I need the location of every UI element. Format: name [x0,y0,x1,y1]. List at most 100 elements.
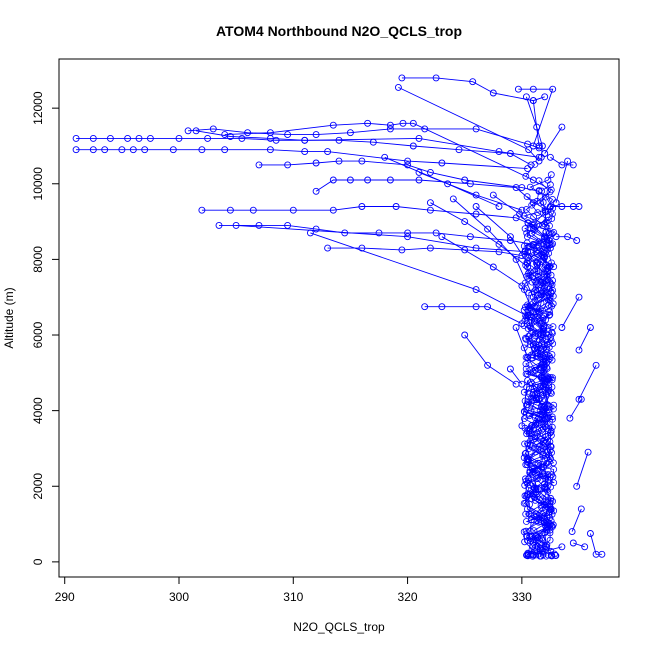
data-point [577,395,585,403]
core-point [522,360,530,368]
core-point [550,405,557,413]
data-point [489,89,497,97]
core-point [548,259,555,267]
data-point [226,206,234,214]
core-point [533,259,540,267]
data-point [394,83,402,91]
data-point [575,203,583,210]
data-point [518,380,526,388]
core-point [549,286,557,294]
y-tick-label: 6000 [31,321,45,348]
data-point [329,176,337,184]
series-line [224,122,534,181]
core-point [547,443,555,451]
data-point [541,150,549,157]
series-line [550,156,574,166]
core-point [522,353,530,361]
series-16 [421,303,526,328]
series-28 [541,123,566,157]
data-point [564,233,572,241]
core-point [526,469,534,477]
core-point [521,481,529,489]
core-point [546,529,554,537]
data-point [461,246,469,254]
core-point [549,323,557,331]
core-point [547,427,555,435]
data-point [489,263,497,271]
x-tick-label: 310 [283,590,303,604]
data-point [312,187,320,195]
series-line [578,327,591,351]
core-point [547,186,555,194]
core-point [520,407,528,415]
data-point [598,550,606,558]
core-point [524,401,531,409]
data-point [409,119,417,127]
data-point [392,203,400,210]
core-point [523,272,530,280]
series-line [188,128,540,149]
core-point [531,366,539,374]
data-point [506,233,514,241]
series-10 [312,176,537,207]
data-point [527,161,535,169]
data-point [375,229,383,237]
series-line [578,365,597,400]
x-tick-label: 330 [512,590,532,604]
series-line [453,198,534,298]
data-point [438,303,446,311]
data-point [358,244,366,252]
data-point [335,136,343,144]
data-point [524,165,532,173]
core-point [526,183,534,191]
series-line [589,533,602,555]
core-point [521,415,528,423]
core-point [533,267,541,275]
data-point [198,206,206,214]
core-point [526,337,534,345]
core-point [525,289,533,297]
series-line [573,542,585,548]
core-point [542,193,550,201]
data-point [266,146,274,154]
data-point [364,119,372,127]
data-point [415,176,423,184]
core-point [526,500,533,508]
series-line [576,452,589,487]
core-point [535,273,542,281]
core-point [523,193,531,201]
y-tick-label: 4000 [31,397,45,424]
core-point [542,218,550,226]
core-point [535,518,543,526]
series-30 [558,293,583,331]
data-point [421,125,429,133]
data-point [301,136,309,144]
data-point [444,180,452,188]
data-point [89,134,97,142]
core-point [532,419,540,427]
data-point [72,146,80,154]
core-line [522,196,555,556]
core-point [521,279,529,287]
core-point [520,242,528,250]
data-point [472,244,480,252]
data-point [124,134,132,142]
data-point [329,206,337,214]
data-point [438,233,446,241]
data-point [404,229,412,237]
core-point [534,459,542,467]
data-point [346,129,354,137]
data-point [512,214,520,222]
data-point [472,203,480,210]
series-35 [568,505,585,536]
core-point [540,366,548,374]
core-point [546,308,553,316]
core-point [548,215,556,223]
core-point [548,389,555,397]
core-point [534,209,542,217]
data-point [346,176,354,184]
core-point [540,378,548,386]
data-point [426,206,434,214]
data-point [135,134,143,142]
data-point [541,93,549,101]
